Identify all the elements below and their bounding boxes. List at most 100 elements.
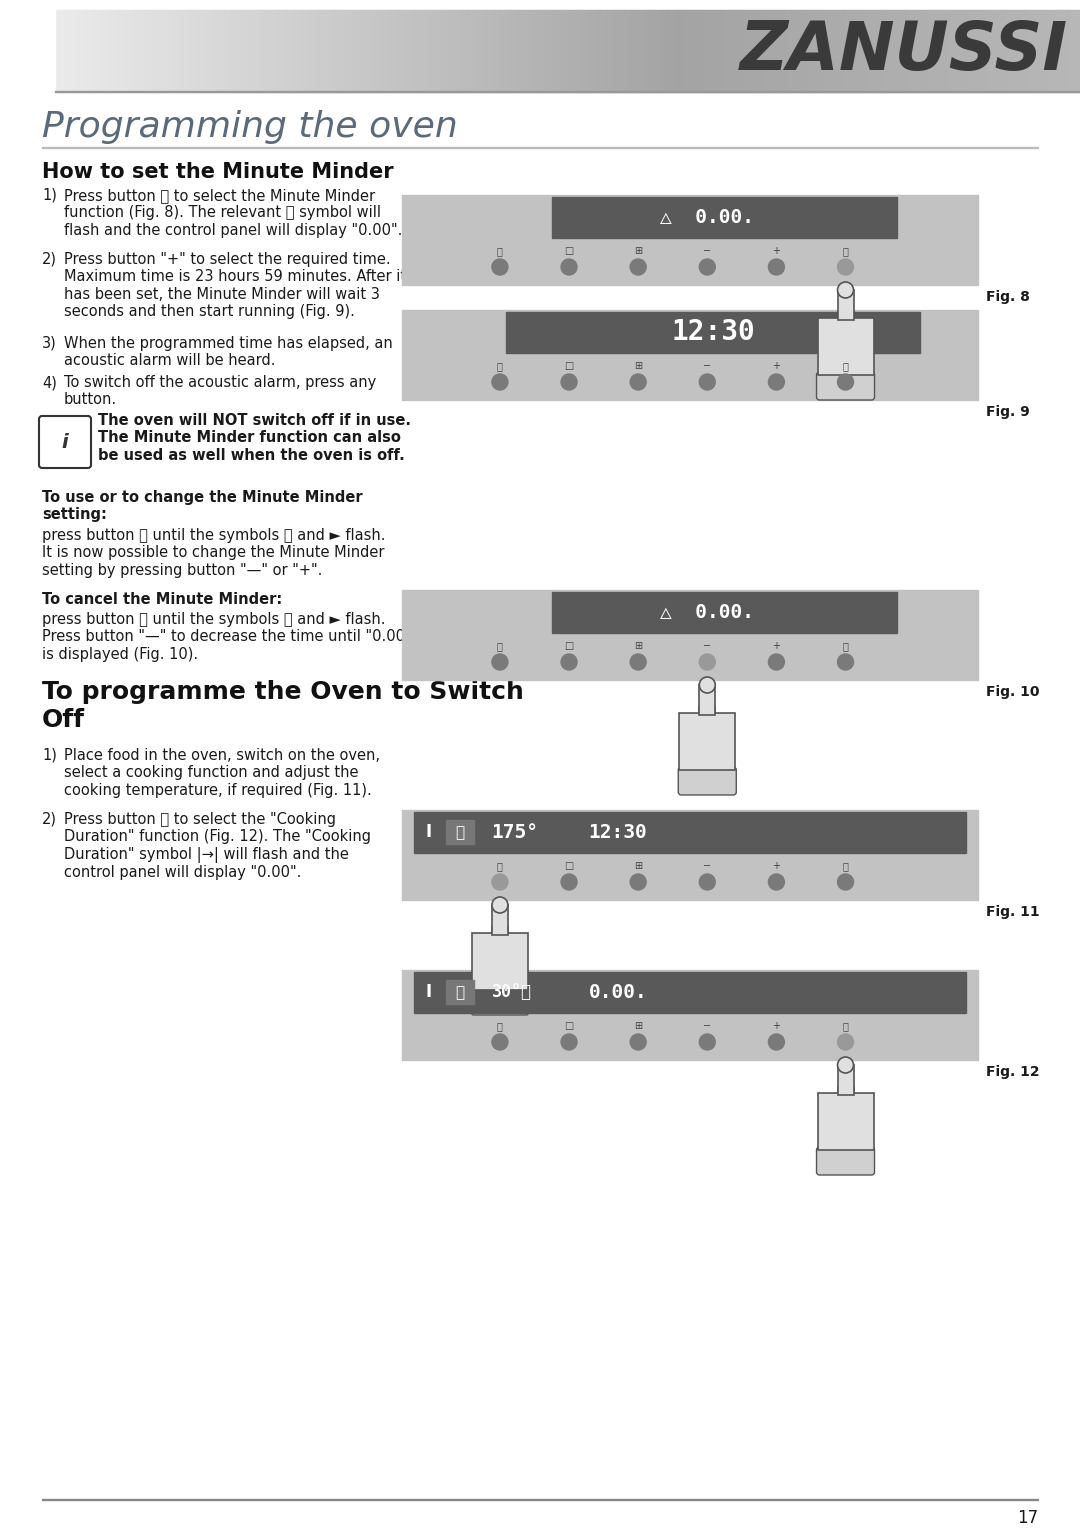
Bar <box>835 11 839 92</box>
Bar <box>969 11 974 92</box>
Bar <box>369 11 374 92</box>
Circle shape <box>837 654 853 669</box>
Bar <box>624 11 629 92</box>
Bar <box>997 11 1001 92</box>
Circle shape <box>768 873 784 890</box>
Bar <box>428 11 432 92</box>
Text: To cancel the Minute Minder:: To cancel the Minute Minder: <box>42 591 282 607</box>
Bar <box>402 970 978 1060</box>
Bar <box>252 11 256 92</box>
Bar <box>117 11 122 92</box>
Bar <box>503 11 508 92</box>
Bar <box>455 11 460 92</box>
Bar <box>451 11 456 92</box>
Bar <box>234 11 239 92</box>
Text: +: + <box>772 861 781 870</box>
Bar <box>576 11 580 92</box>
Text: press button ⓢ until the symbols ⏰ and ► flash.
Press button "—" to decrease the: press button ⓢ until the symbols ⏰ and ►… <box>42 611 411 662</box>
Bar <box>362 11 366 92</box>
Bar <box>307 11 311 92</box>
Bar <box>96 11 100 92</box>
Bar <box>469 11 473 92</box>
Text: 30°⏴: 30°⏴ <box>491 984 531 1002</box>
Circle shape <box>491 873 508 890</box>
Bar <box>0 11 55 92</box>
Bar <box>914 11 918 92</box>
Text: −: − <box>703 362 712 371</box>
Bar <box>500 11 504 92</box>
Bar <box>935 11 940 92</box>
Bar <box>228 11 232 92</box>
Bar <box>489 11 495 92</box>
Bar <box>687 11 691 92</box>
Bar <box>297 11 301 92</box>
Bar <box>659 11 663 92</box>
Polygon shape <box>837 1065 853 1095</box>
Bar <box>907 11 912 92</box>
Text: △  0.00.: △ 0.00. <box>660 604 754 622</box>
Circle shape <box>837 374 853 391</box>
Bar <box>852 11 856 92</box>
Bar <box>266 11 270 92</box>
Text: ⏻: ⏻ <box>497 362 503 371</box>
Text: ⊞: ⊞ <box>634 245 643 256</box>
Bar <box>402 590 978 680</box>
Bar <box>552 11 556 92</box>
Bar <box>224 11 229 92</box>
Circle shape <box>699 873 715 890</box>
Bar <box>410 11 415 92</box>
Bar <box>752 11 756 92</box>
Bar <box>531 11 536 92</box>
Bar <box>310 11 314 92</box>
Bar <box>1003 11 1009 92</box>
FancyBboxPatch shape <box>816 1147 875 1175</box>
Bar <box>206 11 212 92</box>
Bar <box>517 11 522 92</box>
Circle shape <box>561 873 577 890</box>
Bar <box>231 11 235 92</box>
Text: ⏻: ⏻ <box>497 640 503 651</box>
Circle shape <box>491 374 508 391</box>
Bar <box>555 11 559 92</box>
Bar <box>480 11 484 92</box>
FancyBboxPatch shape <box>678 768 737 795</box>
Bar <box>931 11 935 92</box>
Bar <box>90 11 94 92</box>
Circle shape <box>630 1034 646 1049</box>
Text: ⏰: ⏰ <box>842 1020 849 1031</box>
Circle shape <box>837 259 853 276</box>
Bar <box>483 11 487 92</box>
Bar <box>200 11 204 92</box>
Bar <box>635 11 639 92</box>
Bar <box>355 11 360 92</box>
Circle shape <box>699 259 715 276</box>
Bar <box>1069 11 1074 92</box>
Text: 175°: 175° <box>491 823 539 843</box>
Circle shape <box>837 282 853 299</box>
Bar <box>402 810 978 899</box>
Bar <box>1042 11 1047 92</box>
Text: ⊞: ⊞ <box>634 640 643 651</box>
Bar <box>462 11 467 92</box>
Bar <box>676 11 680 92</box>
Text: □: □ <box>565 861 573 870</box>
Text: ⏰: ⏰ <box>842 861 849 870</box>
Bar <box>134 11 139 92</box>
FancyBboxPatch shape <box>39 417 91 467</box>
Bar <box>879 11 885 92</box>
Polygon shape <box>818 313 874 375</box>
Text: ⧉: ⧉ <box>455 985 464 1000</box>
Bar <box>807 11 811 92</box>
Bar <box>262 11 267 92</box>
Bar <box>604 11 608 92</box>
Text: Press button ⓢ to select the "Cooking
Duration" function (Fig. 12). The "Cooking: Press button ⓢ to select the "Cooking Du… <box>64 812 372 881</box>
Bar <box>804 11 808 92</box>
Bar <box>505 313 920 354</box>
Text: Fig. 11: Fig. 11 <box>986 905 1040 919</box>
Bar <box>697 11 701 92</box>
Text: ZANUSSI: ZANUSSI <box>740 18 1068 84</box>
Text: To programme the Oven to Switch
Off: To programme the Oven to Switch Off <box>42 680 524 732</box>
Bar <box>197 11 201 92</box>
Bar <box>586 11 591 92</box>
Bar <box>714 11 718 92</box>
